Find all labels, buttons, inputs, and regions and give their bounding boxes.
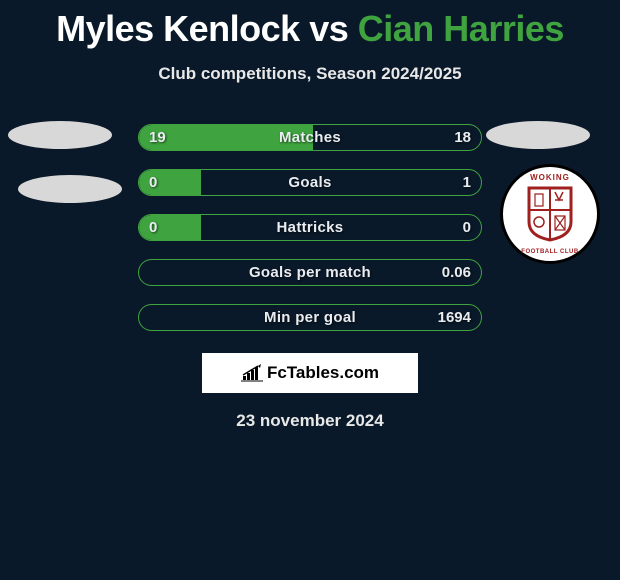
stat-row: Goals per match 0.06: [138, 259, 482, 286]
stat-row: Min per goal 1694: [138, 304, 482, 331]
stat-left-value: 0: [149, 219, 157, 236]
stat-label: Hattricks: [277, 219, 344, 236]
stat-label: Matches: [279, 129, 341, 146]
vs-text: vs: [309, 8, 348, 49]
stat-label: Min per goal: [264, 309, 356, 326]
subtitle: Club competitions, Season 2024/2025: [0, 64, 620, 84]
badge-top-text: WOKING: [530, 173, 570, 182]
comparison-area: WOKING FOOTBALL CLUB 19 Matches 18 0 Goa…: [0, 124, 620, 331]
stat-left-value: 0: [149, 174, 157, 191]
shield-icon: [525, 186, 575, 242]
player2-name: Cian Harries: [358, 8, 564, 49]
brand-box[interactable]: FcTables.com: [202, 353, 418, 393]
placeholder-ellipse: [18, 175, 122, 203]
stat-label: Goals: [288, 174, 331, 191]
stat-right-value: 18: [454, 129, 471, 146]
player1-name: Myles Kenlock: [56, 8, 300, 49]
stat-right-value: 0.06: [442, 264, 471, 281]
footer-date: 23 november 2024: [0, 411, 620, 431]
badge-bottom-text: FOOTBALL CLUB: [521, 249, 578, 255]
stat-label: Goals per match: [249, 264, 371, 281]
brand-text: FcTables.com: [267, 363, 379, 383]
stat-right-value: 0: [463, 219, 471, 236]
stat-row: 19 Matches 18: [138, 124, 482, 151]
stat-row: 0 Goals 1: [138, 169, 482, 196]
stat-row: 0 Hattricks 0: [138, 214, 482, 241]
club-badge: WOKING FOOTBALL CLUB: [500, 164, 600, 264]
stat-right-value: 1694: [438, 309, 471, 326]
page-title: Myles Kenlock vs Cian Harries: [0, 0, 620, 50]
placeholder-ellipse: [486, 121, 590, 149]
stats-rows: 19 Matches 18 0 Goals 1 0 Hattricks 0 Go…: [138, 124, 482, 331]
placeholder-ellipse: [8, 121, 112, 149]
stat-left-value: 19: [149, 129, 166, 146]
stat-right-value: 1: [463, 174, 471, 191]
bar-chart-icon: [241, 364, 263, 382]
